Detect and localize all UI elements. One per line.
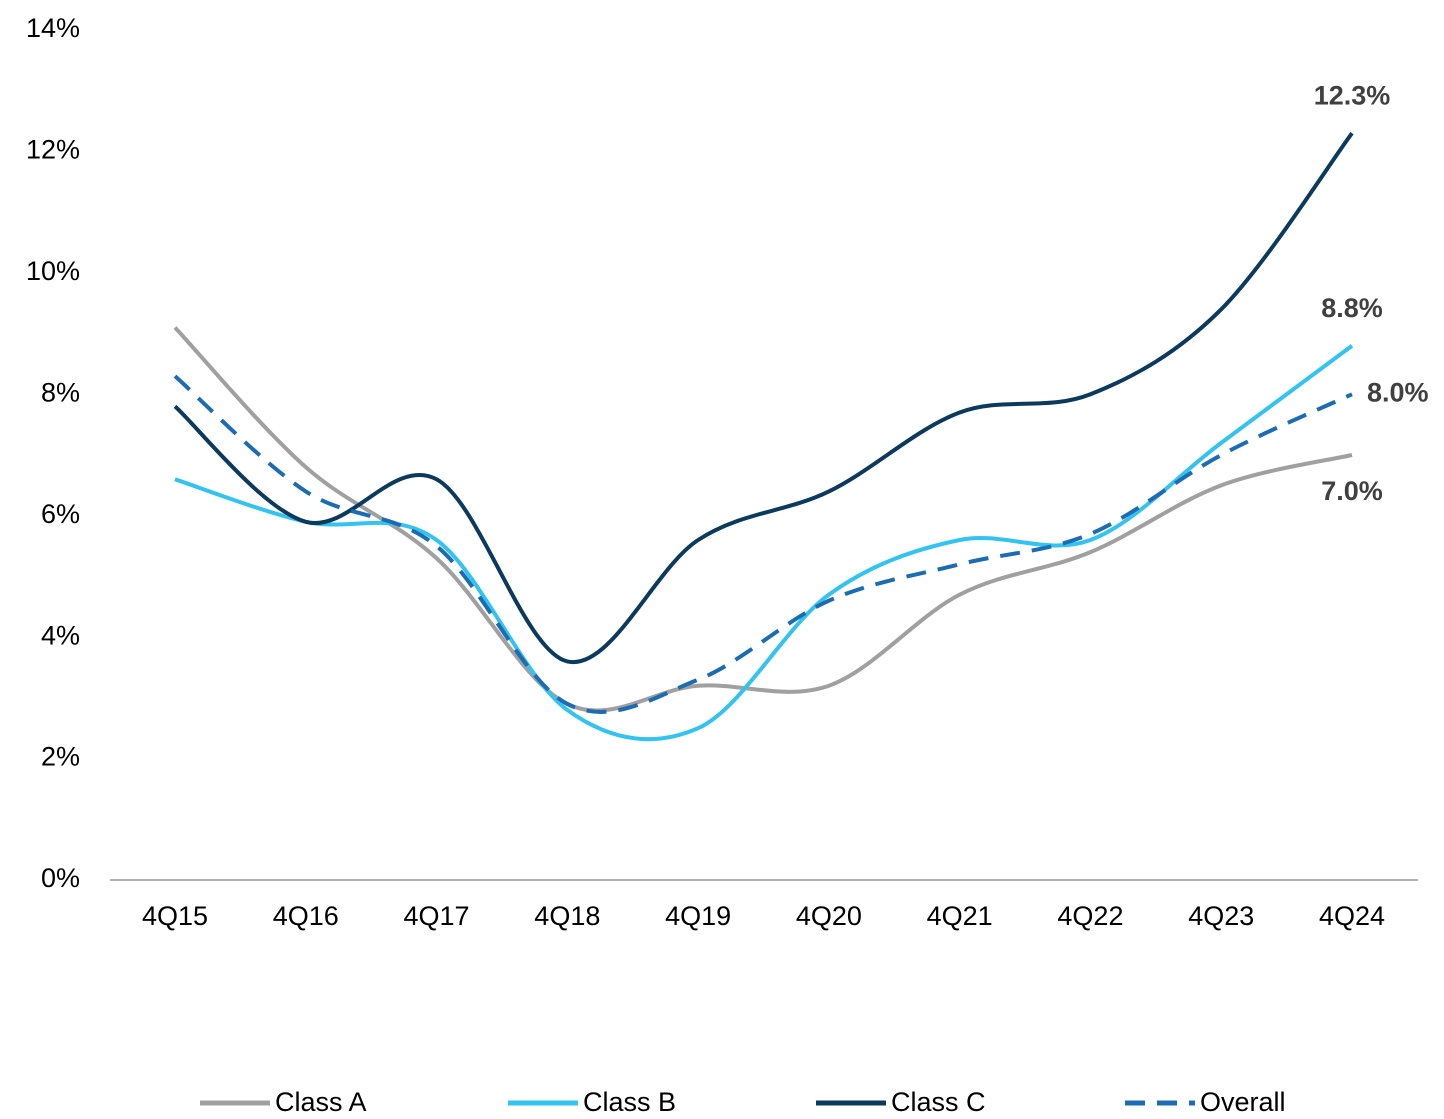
- y-tick-label: 0%: [41, 863, 80, 893]
- x-tick-label: 4Q17: [404, 901, 470, 931]
- y-tick-label: 6%: [41, 499, 80, 529]
- series-line: [173, 374, 1353, 714]
- legend-label: Class A: [275, 1087, 367, 1117]
- y-tick-label: 10%: [26, 256, 80, 286]
- x-tick-label: 4Q15: [142, 901, 208, 931]
- y-tick-label: 2%: [41, 742, 80, 772]
- legend-label: Class B: [583, 1087, 676, 1117]
- data-label: 12.3%: [1314, 80, 1391, 110]
- legend-label: Overall: [1200, 1087, 1286, 1117]
- data-label: 8.0%: [1367, 377, 1429, 407]
- series-line: [173, 326, 1353, 713]
- x-tick-label: 4Q24: [1319, 901, 1385, 931]
- legend-label: Class C: [891, 1087, 986, 1117]
- x-tick-label: 4Q19: [665, 901, 731, 931]
- x-tick-label: 4Q22: [1057, 901, 1123, 931]
- series-line: [173, 132, 1354, 664]
- data-label: 7.0%: [1321, 476, 1383, 506]
- data-label: 8.8%: [1321, 293, 1383, 323]
- y-tick-label: 8%: [41, 377, 80, 407]
- x-tick-label: 4Q18: [534, 901, 600, 931]
- series-line: [174, 344, 1354, 742]
- x-tick-label: 4Q16: [273, 901, 339, 931]
- y-tick-label: 4%: [41, 620, 80, 650]
- x-tick-label: 4Q23: [1188, 901, 1254, 931]
- y-tick-label: 14%: [26, 13, 80, 43]
- x-tick-label: 4Q21: [927, 901, 993, 931]
- y-tick-label: 12%: [26, 135, 80, 165]
- x-tick-label: 4Q20: [796, 901, 862, 931]
